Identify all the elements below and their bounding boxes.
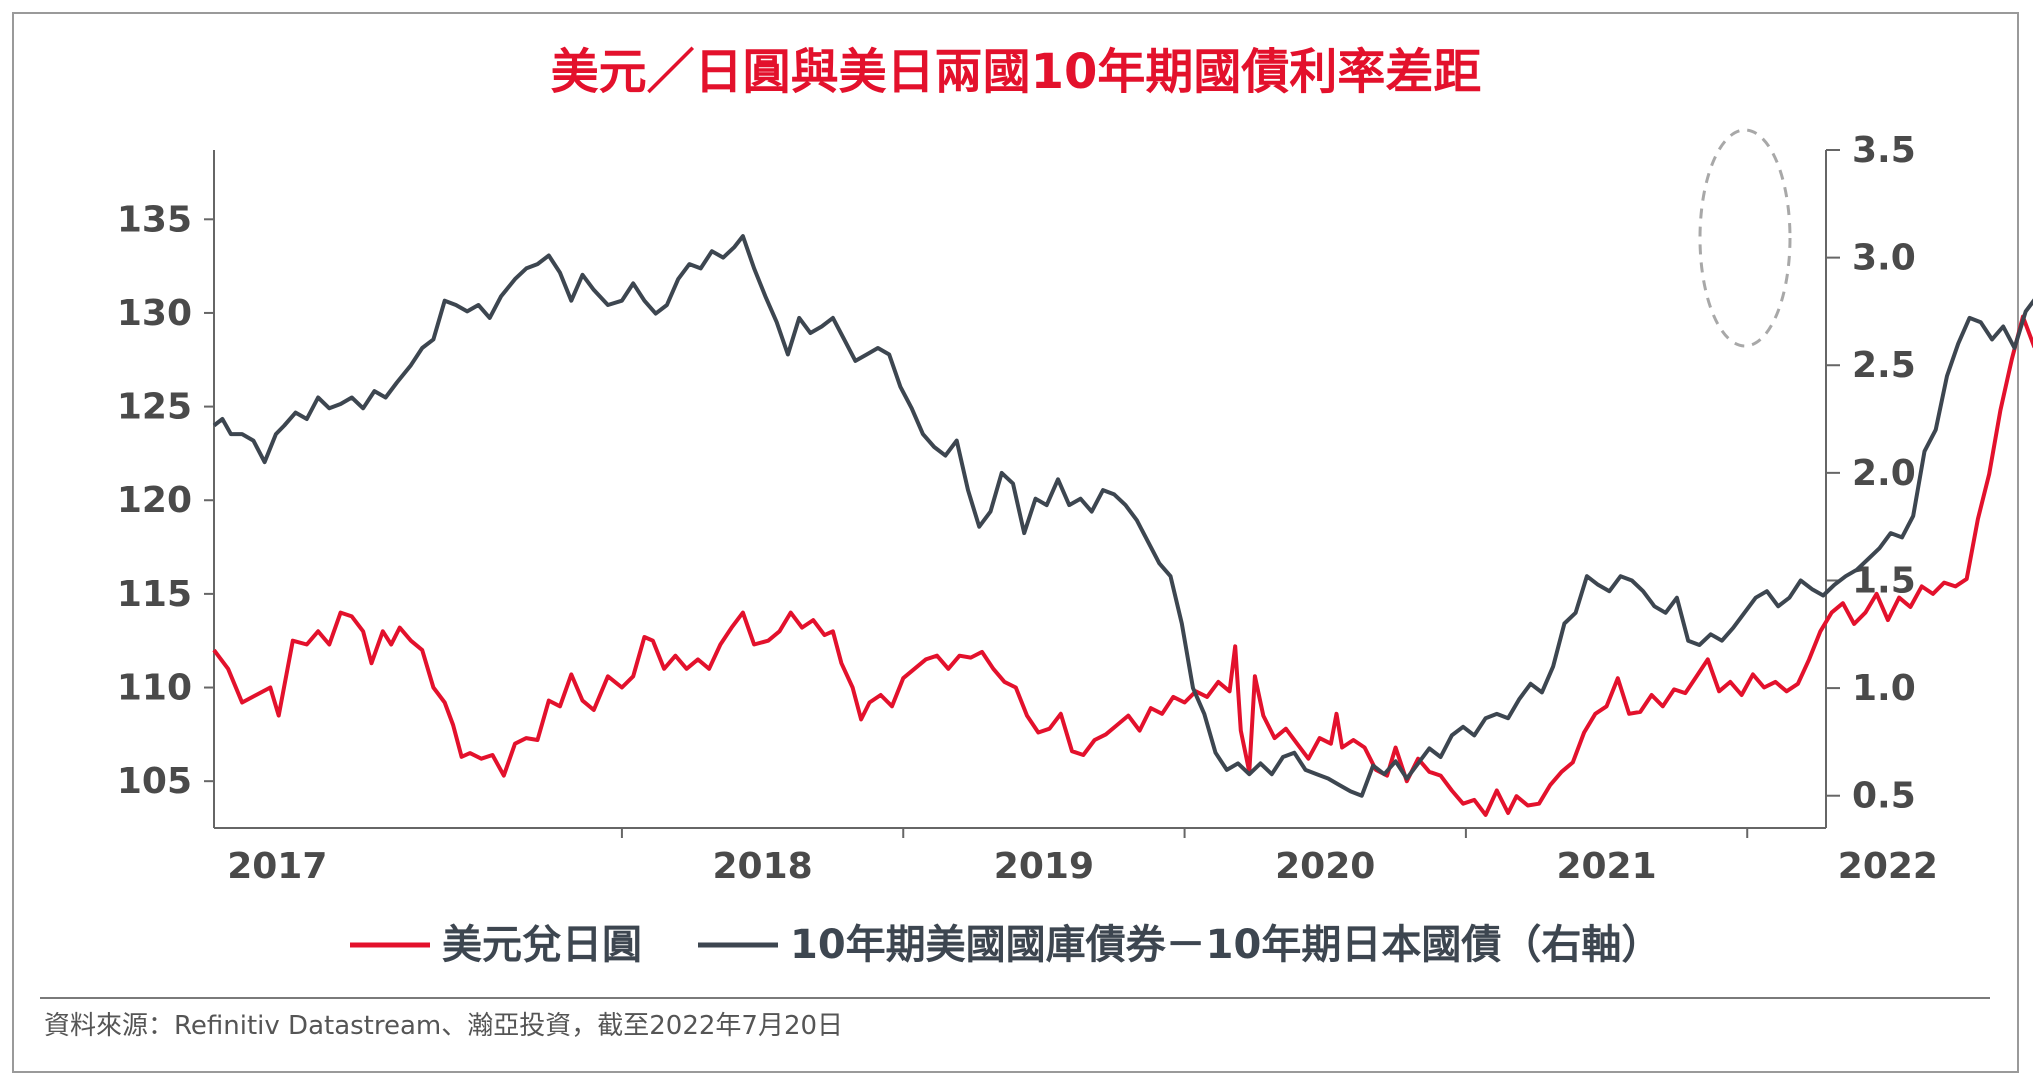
y-left-tick-label: 120 xyxy=(117,480,192,521)
series-line-yield-spread xyxy=(212,234,2033,798)
series-line-usdjpy xyxy=(212,314,2033,817)
y-right-tick-label: 1.5 xyxy=(1852,560,1916,601)
x-tick-label: 2018 xyxy=(712,846,812,887)
y-right-tick-label: 3.0 xyxy=(1852,238,1916,279)
y-left-tick-label: 110 xyxy=(117,668,192,709)
y-right-tick-label: 2.0 xyxy=(1852,453,1916,494)
legend-label-spread: 10年期美國國庫債券－10年期日本國債（右軸） xyxy=(790,922,1661,968)
y-left-tick-label: 105 xyxy=(117,761,192,802)
y-right-tick-label: 0.5 xyxy=(1852,776,1916,817)
y-left-tick-label: 135 xyxy=(117,199,192,240)
y-left-axis: 105 110 115 120 125 130 135 xyxy=(117,199,214,802)
source-note: 資料來源：Refinitiv Datastream、瀚亞投資，截至2022年7月… xyxy=(44,1011,843,1041)
axes xyxy=(213,150,1827,829)
x-tick-label: 2019 xyxy=(994,846,1094,887)
x-tick-label: 2017 xyxy=(227,846,327,887)
x-tick-label: 2021 xyxy=(1556,846,1656,887)
highlight-circle xyxy=(1698,128,1792,348)
legend: 美元兌日圓 10年期美國國庫債券－10年期日本國債（右軸） xyxy=(350,922,1661,968)
x-tick-label: 2022 xyxy=(1838,846,1938,887)
y-left-tick-label: 125 xyxy=(117,387,192,428)
y-right-tick-label: 2.5 xyxy=(1852,345,1916,386)
y-left-tick-label: 115 xyxy=(117,574,192,615)
y-right-axis: 0.5 1.0 1.5 2.0 2.5 3.0 3.5 xyxy=(1826,130,1916,817)
chart-frame xyxy=(12,12,2019,1073)
x-tick-label: 2020 xyxy=(1275,846,1375,887)
y-right-tick-label: 1.0 xyxy=(1852,668,1916,709)
series-lines xyxy=(212,234,2033,817)
y-right-tick-label: 3.5 xyxy=(1852,130,1916,171)
y-left-tick-label: 130 xyxy=(117,293,192,334)
x-axis: 2017 2018 2019 2020 2021 2022 xyxy=(227,828,1938,887)
legend-label-usdjpy: 美元兌日圓 xyxy=(442,922,642,968)
chart-title: 美元／日圓與美日兩國10年期國債利率差距 xyxy=(551,44,1482,100)
